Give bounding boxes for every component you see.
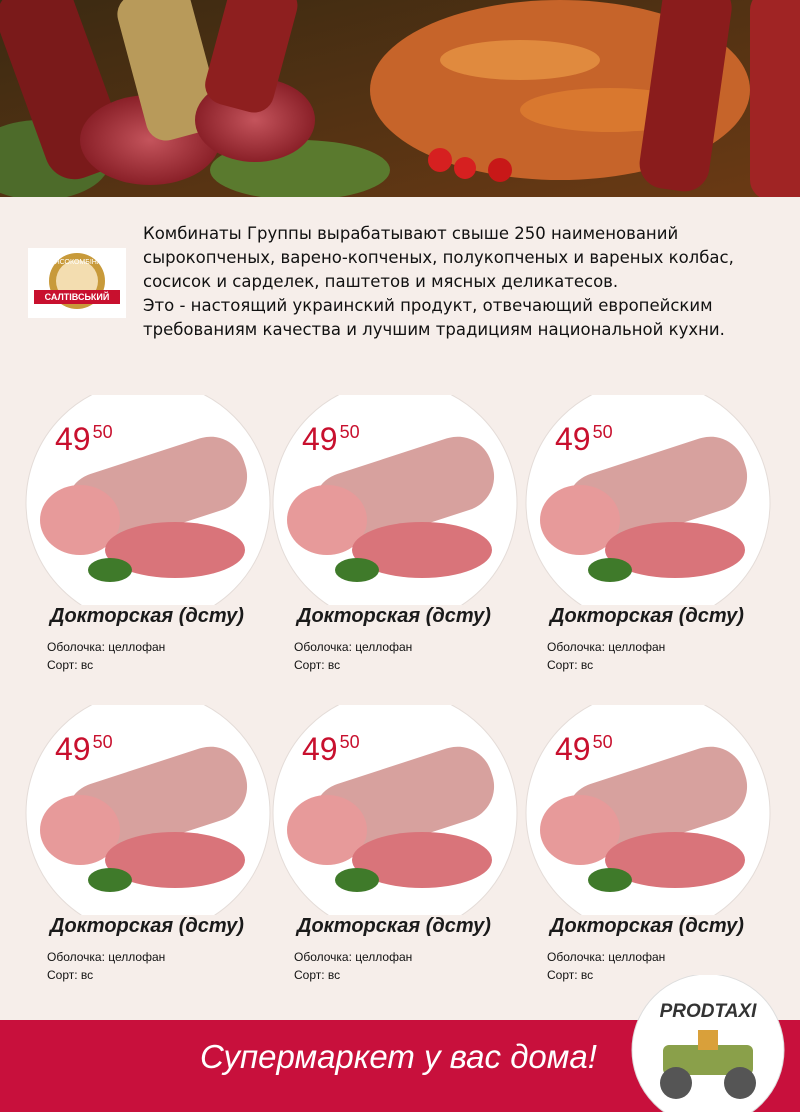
slices xyxy=(105,832,245,888)
price-main: 49 xyxy=(55,731,91,767)
parsley xyxy=(335,868,379,892)
slogan: Супермаркет у вас дома! xyxy=(200,1038,597,1075)
product-name: Докторская (дсту) xyxy=(550,605,744,627)
product-grade: Сорт: вс xyxy=(294,968,341,982)
product-name: Докторская (дсту) xyxy=(50,605,244,627)
slices xyxy=(105,522,245,578)
price-main: 49 xyxy=(55,421,91,457)
product-card: 49 50 Докторская (дсту) Оболочка: целлофан С… xyxy=(25,395,275,685)
parsley xyxy=(335,558,379,582)
price-cents: 50 xyxy=(339,422,360,442)
product-grade: Сорт: вс xyxy=(47,658,94,672)
product-image xyxy=(25,395,271,605)
product-card: 49 50 Докторская (дсту) Оболочка: целлофан С… xyxy=(525,395,775,685)
intro-paragraph: Комбинаты Группы вырабатывают свыше 250 … xyxy=(143,224,734,291)
logo-top-text: МЯСОКОМБІНАТ xyxy=(49,259,106,266)
product-card: 49 50 Докторская (дсту) Оболочка: целлофан С… xyxy=(272,705,522,995)
brand-name: PRODTAXI xyxy=(660,1001,757,1022)
price-main: 49 xyxy=(302,421,338,457)
sausage-cut xyxy=(40,485,120,555)
price-cents: 50 xyxy=(339,732,360,752)
product-card: 49 50 Докторская (дсту) Оболочка: целлофан С… xyxy=(272,395,522,685)
sausage-cut xyxy=(540,485,620,555)
price: 49 50 xyxy=(302,731,360,768)
slices xyxy=(352,832,492,888)
slices xyxy=(352,522,492,578)
product-name: Докторская (дсту) xyxy=(550,915,744,937)
company-logo: МЯСОКОМБІНАТ САЛТІВСЬКИЙ xyxy=(28,248,126,318)
product-image xyxy=(525,395,771,605)
product-name: Докторская (дсту) xyxy=(297,605,491,627)
intro-text: Комбинаты Группы вырабатывают свыше 250 … xyxy=(143,222,773,342)
intro-paragraph: Это - настоящий украинский продукт, отве… xyxy=(143,296,725,339)
parsley xyxy=(88,868,132,892)
product-casing: Оболочка: целлофан xyxy=(547,950,666,964)
product-card: 49 50 Докторская (дсту) Оболочка: целлофан С… xyxy=(525,705,775,995)
product-grade: Сорт: вс xyxy=(547,658,594,672)
brand-logo: PRODTAXI xyxy=(631,975,785,1112)
price-cents: 50 xyxy=(592,422,613,442)
parsley xyxy=(588,868,632,892)
product-grade: Сорт: вс xyxy=(47,968,94,982)
price: 49 50 xyxy=(55,731,113,768)
product-casing: Оболочка: целлофан xyxy=(47,950,166,964)
hero-image xyxy=(0,0,800,197)
product-name: Докторская (дсту) xyxy=(297,915,491,937)
slices xyxy=(605,522,745,578)
product-grade: Сорт: вс xyxy=(547,968,594,982)
sausage-cut xyxy=(287,795,367,865)
product-image xyxy=(25,705,271,915)
price-main: 49 xyxy=(555,421,591,457)
product-casing: Оболочка: целлофан xyxy=(294,640,413,654)
sausage-cut xyxy=(40,795,120,865)
price-cents: 50 xyxy=(92,422,113,442)
parsley xyxy=(588,558,632,582)
product-casing: Оболочка: целлофан xyxy=(294,950,413,964)
price: 49 50 xyxy=(55,421,113,458)
price: 49 50 xyxy=(302,421,360,458)
price-cents: 50 xyxy=(592,732,613,752)
parsley xyxy=(88,558,132,582)
price-main: 49 xyxy=(555,731,591,767)
sausage-cut xyxy=(540,795,620,865)
product-card: 49 50 Докторская (дсту) Оболочка: целлофан С… xyxy=(25,705,275,995)
product-name: Докторская (дсту) xyxy=(50,915,244,937)
slices xyxy=(605,832,745,888)
product-casing: Оболочка: целлофан xyxy=(47,640,166,654)
product-image xyxy=(272,705,518,915)
product-image xyxy=(272,395,518,605)
price: 49 50 xyxy=(555,731,613,768)
product-casing: Оболочка: целлофан xyxy=(547,640,666,654)
product-image xyxy=(525,705,771,915)
price-main: 49 xyxy=(302,731,338,767)
price: 49 50 xyxy=(555,421,613,458)
product-grade: Сорт: вс xyxy=(294,658,341,672)
sausage-cut xyxy=(287,485,367,555)
logo-bottom-text: САЛТІВСЬКИЙ xyxy=(45,291,110,302)
price-cents: 50 xyxy=(92,732,113,752)
